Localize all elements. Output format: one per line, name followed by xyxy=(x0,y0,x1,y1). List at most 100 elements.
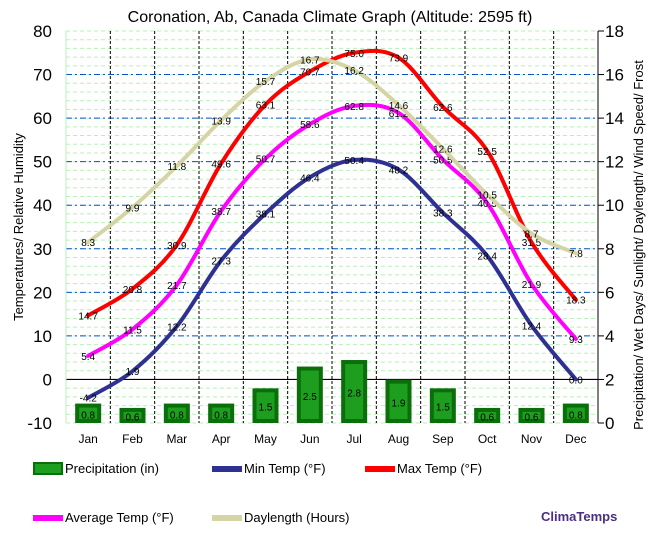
left-tick-label: 40 xyxy=(33,196,52,215)
line-data-label: 27.3 xyxy=(211,257,231,268)
line-data-label: 70.7 xyxy=(300,68,320,79)
right-tick-label: 16 xyxy=(605,66,624,85)
bar-data-label: 0.8 xyxy=(170,410,184,421)
line-data-label: 48.2 xyxy=(389,166,409,177)
right-tick-label: 10 xyxy=(605,196,624,215)
right-tick-label: 0 xyxy=(605,414,614,433)
line-data-label: 0.0 xyxy=(569,375,583,386)
left-tick-label: 10 xyxy=(33,327,52,346)
right-tick-label: 2 xyxy=(605,370,614,389)
line-data-label: 8.3 xyxy=(81,238,95,249)
series-line-4 xyxy=(86,56,578,256)
precipitation-bar xyxy=(208,403,235,424)
right-tick-label: 4 xyxy=(605,327,614,346)
chart-title: Coronation, Ab, Canada Climate Graph (Al… xyxy=(128,9,533,26)
legend-average-temp: Average Temp (°F) xyxy=(33,510,174,525)
precipitation-bar xyxy=(562,403,589,424)
line-data-label: 9.9 xyxy=(126,203,140,214)
series-line-3 xyxy=(86,102,578,358)
right-tick-label: 18 xyxy=(605,22,624,41)
line-data-label: 61.2 xyxy=(389,109,409,120)
precipitation-bar xyxy=(75,403,102,424)
line-data-label: 5.4 xyxy=(81,352,95,363)
line-data-label: 50.5 xyxy=(433,155,453,166)
precipitation-bar xyxy=(296,366,323,423)
precipitation-bar xyxy=(385,379,412,423)
legend-label: Average Temp (°F) xyxy=(65,510,174,525)
line-data-label: 50.4 xyxy=(344,156,364,167)
x-tick-label: May xyxy=(254,432,277,446)
line-data-label: 49.6 xyxy=(211,159,231,170)
left-tick-label: 60 xyxy=(33,109,52,128)
x-tick-label: Jan xyxy=(78,432,97,446)
line-data-label: 1.9 xyxy=(126,367,140,378)
left-tick-label: 30 xyxy=(33,240,52,259)
series-line-2 xyxy=(86,48,578,318)
right-tick-label: 6 xyxy=(605,283,614,302)
precipitation-bar xyxy=(474,407,501,423)
line-data-label: 14.7 xyxy=(78,311,98,322)
legend-swatch xyxy=(365,465,395,472)
line-data-label: 18.3 xyxy=(566,296,586,307)
legend-precipitation: Precipitation (in) xyxy=(33,461,159,476)
line-data-label: 8.7 xyxy=(525,230,539,241)
line-data-label: 10.5 xyxy=(477,190,497,201)
x-tick-label: Apr xyxy=(212,432,231,446)
x-tick-label: Mar xyxy=(166,432,187,446)
line-data-label: 30.9 xyxy=(167,241,187,252)
bar-data-label: 1.9 xyxy=(392,398,406,409)
line-data-label: 62.8 xyxy=(344,102,364,113)
line-data-label: 52.5 xyxy=(477,147,497,158)
line-data-label: 11.5 xyxy=(123,325,142,336)
right-tick-label: 12 xyxy=(605,153,624,172)
line-data-label: 28.4 xyxy=(477,252,497,263)
x-tick-label: Jun xyxy=(300,432,319,446)
x-tick-label: Feb xyxy=(122,432,143,446)
right-tick-label: 8 xyxy=(605,240,614,259)
legend-swatch xyxy=(33,514,63,521)
precipitation-bar xyxy=(429,388,456,424)
line-data-label: 21.7 xyxy=(167,281,187,292)
line-data-label: 21.9 xyxy=(522,280,542,291)
line-data-label: 58.6 xyxy=(300,120,320,131)
legend-max-temp: Max Temp (°F) xyxy=(365,461,482,476)
line-data-label: 9.3 xyxy=(569,335,583,346)
left-tick-label: 0 xyxy=(43,370,52,389)
line-data-label: 31.5 xyxy=(522,238,542,249)
legend-label: Precipitation (in) xyxy=(65,461,159,476)
x-tick-label: Aug xyxy=(388,432,409,446)
legend-min-temp: Min Temp (°F) xyxy=(212,461,326,476)
right-tick-label: 14 xyxy=(605,109,624,128)
y-axis-label-left: Temperatures/ Relative Humidity xyxy=(11,133,26,321)
brand-logo: ClimaTemps xyxy=(541,509,618,524)
bar-data-label: 1.5 xyxy=(436,403,450,414)
bar-data-label: 0.8 xyxy=(569,410,583,421)
legend-swatch xyxy=(33,462,63,475)
x-tick-label: Oct xyxy=(478,432,497,446)
bar-data-label: 1.5 xyxy=(259,403,273,414)
legend-daylength: Daylength (Hours) xyxy=(212,510,350,525)
x-tick-label: Jul xyxy=(346,432,361,446)
line-data-label: 14.6 xyxy=(389,101,409,112)
y-axis-label-right: Precipitation/ Wet Days/ Sunlight/ Dayle… xyxy=(631,60,646,430)
bar-data-label: 0.6 xyxy=(525,412,539,423)
bar-data-label: 2.5 xyxy=(303,392,317,403)
line-data-label: 13.9 xyxy=(211,116,231,127)
line-data-label: 12.2 xyxy=(167,322,187,333)
line-data-label: 46.4 xyxy=(300,173,320,184)
line-data-label: 12.4 xyxy=(522,321,542,332)
left-tick-label: 50 xyxy=(33,153,52,172)
line-data-label: 75.0 xyxy=(344,49,364,60)
legend-swatch xyxy=(212,465,242,472)
left-tick-label: 80 xyxy=(33,22,52,41)
line-data-label: 16.2 xyxy=(344,66,364,77)
bar-data-label: 0.8 xyxy=(81,410,95,421)
line-data-label: 20.8 xyxy=(123,285,143,296)
line-data-label: 15.7 xyxy=(256,77,276,88)
left-tick-label: -10 xyxy=(27,414,52,433)
x-tick-label: Sep xyxy=(432,432,454,446)
legend-swatch xyxy=(212,514,242,521)
line-data-label: 11.8 xyxy=(167,162,186,173)
precipitation-bar xyxy=(163,403,190,424)
